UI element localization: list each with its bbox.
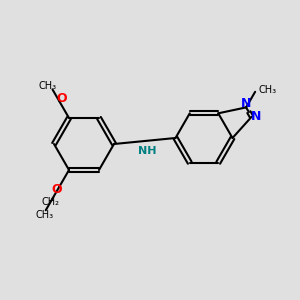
Text: N: N — [251, 110, 261, 123]
Text: CH₃: CH₃ — [39, 81, 57, 91]
Text: O: O — [56, 92, 67, 105]
Text: CH₃: CH₃ — [258, 85, 276, 95]
Text: N: N — [241, 97, 251, 110]
Text: NH: NH — [139, 146, 157, 157]
Text: CH₃: CH₃ — [35, 210, 53, 220]
Text: O: O — [52, 183, 62, 196]
Text: CH₂: CH₂ — [42, 197, 60, 207]
